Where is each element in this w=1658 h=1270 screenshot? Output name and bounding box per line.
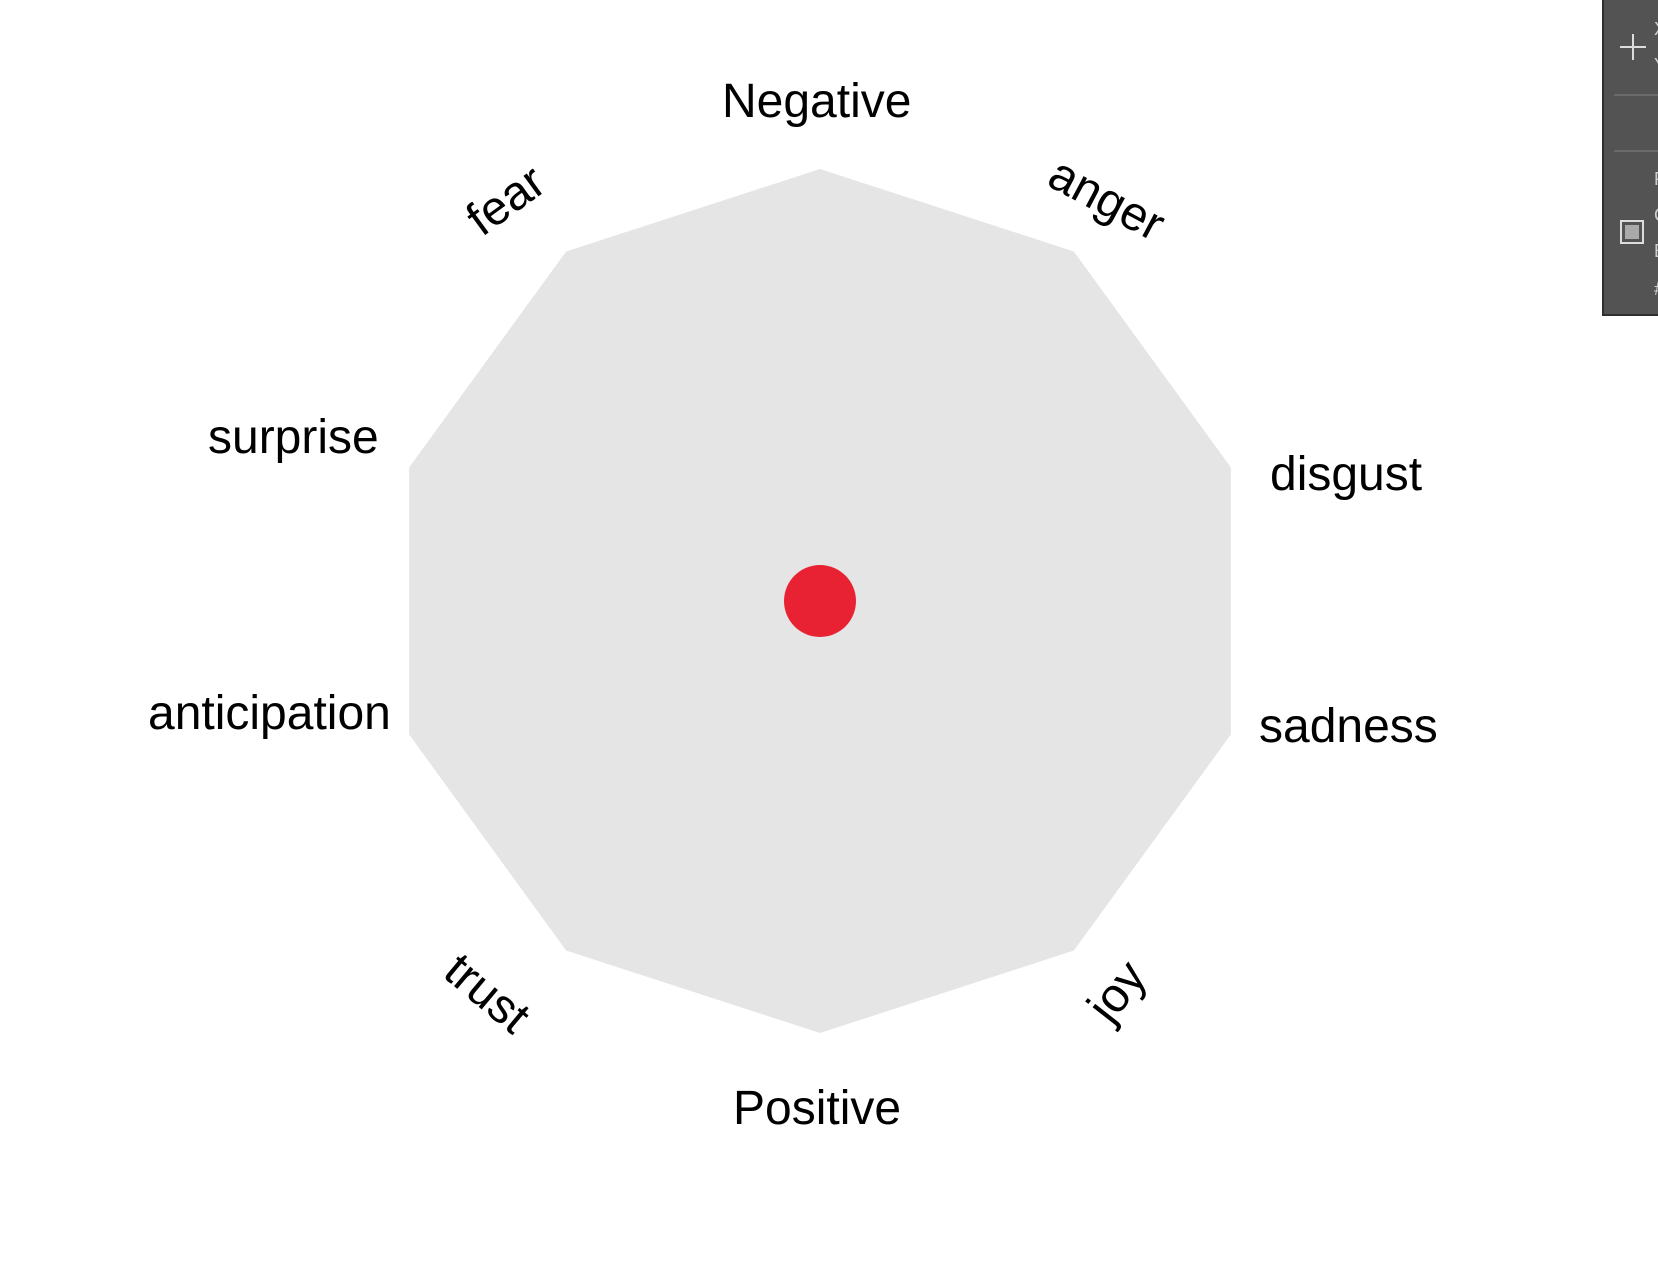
panel-row-label: F [1654,170,1658,188]
position-marker[interactable] [784,565,856,637]
panel-divider [1614,150,1658,152]
panel-row-label: E [1654,242,1658,260]
label-sadness: sadness [1259,700,1438,753]
label-surprise: surprise [208,411,379,464]
label-negative: Negative [722,75,912,128]
panel-divider [1614,94,1658,96]
label-disgust: disgust [1270,448,1423,501]
panel-row-label: # [1654,280,1658,298]
y-coordinate-label: Y [1654,56,1658,74]
color-swatch-icon [1620,220,1644,244]
x-coordinate-label: X [1654,20,1658,38]
label-positive: Positive [733,1082,902,1135]
label-anticipation: anticipation [148,687,391,740]
crosshair-icon [1620,34,1646,60]
panel-row-label: C [1654,206,1658,224]
info-panel[interactable]: X Y F C E # [1602,0,1658,316]
